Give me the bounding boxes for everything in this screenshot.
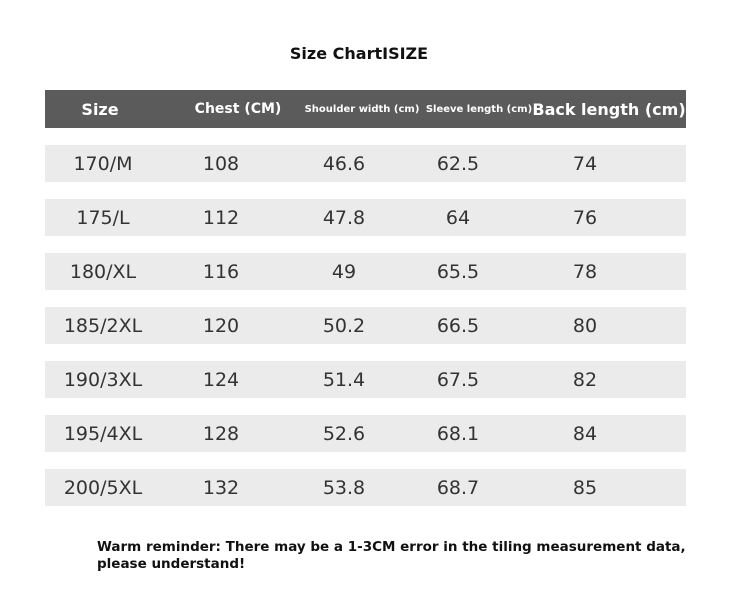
table-cell: 84 [572, 422, 598, 445]
header-cell: Sleeve length (cm) [425, 103, 533, 115]
table-row: 175/L 112 47.8 64 76 [45, 199, 686, 236]
table-cell: 85 [572, 476, 598, 499]
table-cell: 82 [572, 368, 598, 391]
header-cell: Shoulder width (cm) [304, 103, 420, 115]
note-line: please understand! [97, 556, 246, 572]
table-cell: 112 [202, 206, 240, 229]
table-cell: 62.5 [436, 152, 480, 175]
table-cell: 128 [202, 422, 240, 445]
table-cell: 65.5 [436, 260, 480, 283]
table-cell: 53.8 [322, 476, 366, 499]
table-header: Size Chest (CM) Shoulder width (cm) Sleeve … [45, 90, 686, 128]
header-cell: Back length (cm) [532, 99, 686, 119]
table-row: 200/5XL 132 53.8 68.7 85 [45, 469, 686, 506]
table-cell: 116 [202, 260, 240, 283]
table-cell: 49 [331, 260, 357, 283]
table-cell: 185/2XL [63, 314, 143, 337]
table-cell: 108 [202, 152, 240, 175]
title: Size ChartISIZE [289, 44, 429, 63]
table-cell: 67.5 [436, 368, 480, 391]
table-row: 180/XL 116 49 65.5 78 [45, 253, 686, 290]
table-cell: 80 [572, 314, 598, 337]
table-cell: 74 [572, 152, 598, 175]
table-row: 170/M 108 46.6 62.5 74 [45, 145, 686, 182]
note-line: Warm reminder: There may be a 1-3CM erro… [97, 539, 686, 555]
table-cell: 51.4 [322, 368, 366, 391]
table-cell: 50.2 [322, 314, 366, 337]
table-cell: 120 [202, 314, 240, 337]
table-row: 190/3XL 124 51.4 67.5 82 [45, 361, 686, 398]
table-cell: 175/L [76, 206, 130, 229]
table-cell: 47.8 [322, 206, 366, 229]
table-cell: 200/5XL [63, 476, 143, 499]
table-row: 185/2XL 120 50.2 66.5 80 [45, 307, 686, 344]
table-cell: 46.6 [322, 152, 366, 175]
table-cell: 66.5 [436, 314, 480, 337]
table-cell: 180/XL [69, 260, 137, 283]
table-cell: 132 [202, 476, 240, 499]
table-row: 195/4XL 128 52.6 68.1 84 [45, 415, 686, 452]
table-cell: 195/4XL [63, 422, 143, 445]
table-cell: 52.6 [322, 422, 366, 445]
table-cell: 190/3XL [63, 368, 143, 391]
table-cell: 68.1 [436, 422, 480, 445]
table-cell: 64 [445, 206, 471, 229]
header-cell: Size [81, 99, 119, 119]
table-cell: 78 [572, 260, 598, 283]
table-cell: 68.7 [436, 476, 480, 499]
table-cell: 76 [572, 206, 598, 229]
header-cell: Chest (CM) [194, 101, 282, 117]
table-cell: 124 [202, 368, 240, 391]
table-cell: 170/M [73, 152, 133, 175]
